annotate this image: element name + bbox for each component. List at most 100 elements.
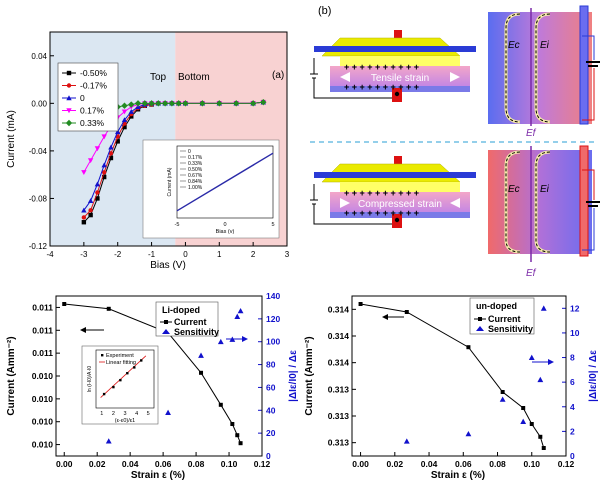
panel-label: (b)	[318, 5, 331, 17]
y-tick-label: -0.08	[29, 194, 48, 203]
data-point	[87, 158, 94, 164]
plot-frame	[49, 31, 288, 247]
y-axis-label-left: Current (Amm⁻²)	[6, 336, 17, 415]
current-point	[238, 441, 243, 446]
x-tick-label: 0.04	[421, 459, 438, 469]
data-point	[87, 198, 94, 204]
x-tick-label: 0.06	[155, 459, 172, 469]
x-tick-label: -1	[148, 250, 156, 259]
x-tick-label: 3	[285, 250, 290, 259]
inset-fit-line	[100, 355, 147, 398]
data-point	[249, 100, 257, 107]
inset-y-axis-label: ln (I-I0)/A·I0	[87, 366, 93, 393]
y-tick-label-left: 0.010	[32, 371, 54, 381]
y-tick-label-left: 0.010	[32, 394, 54, 404]
sensitivity-point	[237, 307, 244, 314]
legend-marker	[65, 119, 73, 127]
data-point	[108, 155, 114, 161]
y-tick-label-right: 10	[570, 328, 580, 338]
x-tick-label: -2	[114, 250, 122, 259]
panel-label: (a)	[272, 70, 284, 81]
data-point	[182, 100, 189, 107]
legend-label: -0.50%	[80, 68, 107, 78]
data-point	[121, 109, 128, 115]
band-diagram: (b) + + + + + + + + + + + + + + + + + + …	[310, 5, 600, 279]
y-axis-label-right: |ΔIε/I0| / Δε	[288, 350, 299, 402]
current-point	[521, 406, 526, 410]
inset-legend-label: 0	[188, 149, 191, 155]
inset-point	[126, 372, 129, 375]
y-tick-label: -0.04	[29, 147, 48, 156]
inset-x-axis-label: (ε-ε0)/ε1	[115, 418, 136, 424]
y-axis-label-left: Current (Amm⁻²)	[304, 336, 315, 415]
y-tick-label: 0.04	[31, 52, 47, 61]
inset-legend-label: 0.67%	[188, 173, 203, 179]
current-point	[541, 446, 546, 450]
y-tick-label-left: 0.313	[328, 411, 350, 421]
x-tick-label: -3	[80, 250, 88, 259]
arrow-left-head	[382, 314, 388, 320]
inset-x-tick-label: 2	[112, 411, 115, 417]
inset-x-tick-label: 4	[135, 411, 138, 417]
data-point	[81, 215, 87, 220]
legend-sensitivity: Sensitivity	[174, 327, 219, 337]
data-point	[129, 114, 134, 119]
data-point	[260, 98, 267, 106]
panel-b-band-diagram: (b) + + + + + + + + + + + + + + + + + + …	[300, 0, 600, 284]
data-point	[94, 146, 101, 152]
sensitivity-point	[528, 354, 535, 360]
compressed-band-panel: Ec Ei Ef	[488, 145, 600, 279]
data-point	[108, 144, 114, 150]
data-point	[88, 208, 93, 213]
x-tick-label: 0.08	[188, 459, 205, 469]
data-point	[199, 100, 206, 107]
iv-chart: -4 -3 -2 -1 0 1 2 3-0.12-0.08-0.040.000.04 Top …	[6, 31, 290, 271]
inset-chart: 1 2 3 4 5 (ε-ε0)/ε1 ln (I-I0)/A·I0 ExperimentLi…	[81, 345, 159, 425]
data-point	[108, 151, 114, 156]
data-point	[101, 170, 107, 175]
sensitivity-point	[520, 418, 527, 424]
x-tick-label: 0.04	[122, 459, 139, 469]
y-tick-label-left: 0.314	[328, 331, 350, 341]
fermi-label: Ef	[526, 128, 537, 139]
sensitivity-point	[165, 409, 171, 415]
inset-x-axis-label: Bias (v)	[216, 229, 235, 235]
x-tick-label: 0.00	[352, 459, 369, 469]
inset-y-axis-label: Current (mA)	[167, 167, 173, 196]
svg-text:+ + + + + + + + + +: + + + + + + + + + +	[344, 188, 419, 198]
inset-point	[112, 385, 115, 389]
data-point	[134, 100, 142, 107]
y-tick-label-right: 40	[266, 405, 276, 415]
y-tick-label: -0.12	[29, 242, 48, 251]
legend-label: 0.33%	[80, 118, 105, 128]
legend: un-doped Current Sensitivity	[469, 297, 535, 335]
tensile-strain-label: Tensile strain	[371, 73, 429, 84]
inset-x-tick-label: 1	[100, 411, 103, 417]
current-point	[538, 434, 543, 439]
data-point	[128, 101, 135, 108]
data-point	[155, 100, 162, 107]
data-point	[168, 100, 176, 107]
data-point	[121, 117, 128, 123]
y-tick-label-right: 6	[570, 377, 575, 387]
current-point	[358, 302, 363, 306]
legend-current: Current	[488, 314, 521, 324]
band-label-ec: Ec	[508, 184, 520, 195]
sensitivity-point	[537, 376, 544, 383]
arrow-left-head	[80, 327, 86, 333]
legend-title: un-doped	[476, 301, 517, 311]
current-point	[106, 306, 111, 311]
legend-marker	[66, 95, 72, 101]
data-point	[115, 129, 121, 135]
y-tick-label-right: 20	[266, 428, 276, 438]
legend-label: -0.17%	[80, 81, 107, 91]
panel-un-doped: 0.00 0.02 0.04 0.06 0.08 0.10 0.12 0.313 0.313 0.…	[300, 284, 600, 486]
compressed-strain-label: Compressed strain	[358, 199, 442, 210]
svg-text:+ + + + + + + + + +: + + + + + + + + + +	[344, 82, 419, 92]
y-tick-label-left: 0.011	[32, 348, 53, 358]
data-point	[216, 100, 223, 107]
li-doped-chart: 0.00 0.02 0.04 0.06 0.08 0.10 0.12 0.010 0.010 0.…	[6, 291, 299, 481]
data-point	[95, 196, 100, 201]
inset-legend-label: 0.33%	[188, 161, 203, 167]
